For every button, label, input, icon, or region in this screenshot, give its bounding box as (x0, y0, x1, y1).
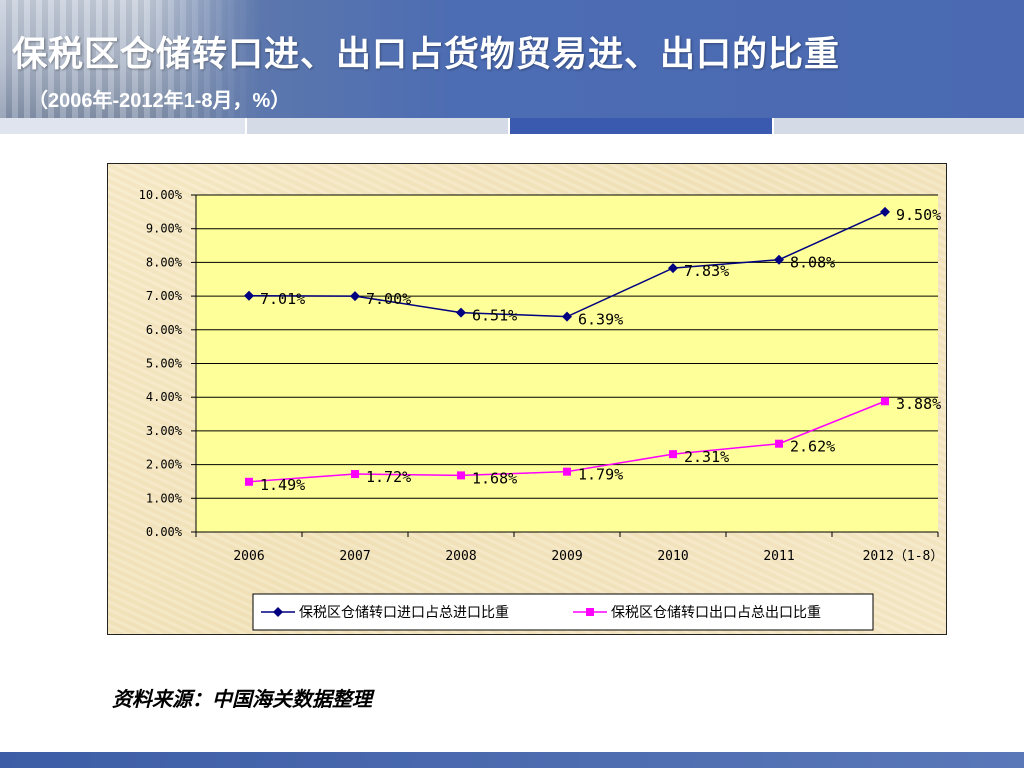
x-tick-label: 2006 (233, 549, 264, 564)
chart-area: 0.00% 1.00% 2.00% 3.00% 4.00% 5.00% 6.00% 7.00%… (107, 163, 947, 635)
data-label: 1.72% (366, 468, 411, 486)
legend-marker-1 (273, 607, 283, 617)
data-label: 1.79% (578, 466, 623, 484)
data-point (244, 290, 254, 301)
y-tick-label: 1.00% (146, 491, 183, 505)
x-tick-label: 2011 (763, 549, 794, 564)
data-label: 7.01% (260, 290, 305, 308)
data-point (774, 254, 784, 265)
slide-title: 保税区仓储转口进、出口占货物贸易进、出口的比重 (12, 35, 841, 75)
y-tick-label: 6.00% (146, 323, 183, 337)
legend-marker-2 (586, 608, 594, 616)
data-label: 2.62% (790, 438, 835, 456)
data-point (350, 291, 360, 302)
header-strip-right (774, 118, 1024, 134)
y-tick-label: 3.00% (146, 424, 183, 438)
data-point (457, 471, 465, 480)
data-label: 8.08% (790, 254, 835, 272)
y-tick-label: 4.00% (146, 390, 183, 404)
data-label: 1.49% (260, 476, 305, 494)
y-tick-label: 5.00% (146, 357, 183, 371)
data-label: 1.68% (472, 469, 517, 487)
y-tick-label: 0.00% (146, 525, 183, 539)
data-source-note: 资料来源：中国海关数据整理 (112, 687, 372, 711)
x-tick-label: 2012（1-8） (863, 549, 944, 564)
data-point (351, 470, 359, 479)
data-point (245, 477, 253, 486)
x-tick-label: 2009 (551, 549, 582, 564)
data-point (562, 311, 572, 322)
data-label: 6.51% (472, 307, 517, 325)
header-strip-mid-left (247, 118, 508, 134)
data-point (669, 450, 677, 459)
data-label: 9.50% (896, 206, 941, 224)
data-label: 6.39% (578, 311, 623, 329)
slide-subtitle: （2006年-2012年1-8月，%） (28, 90, 291, 112)
header-banner: 保税区仓储转口进、出口占货物贸易进、出口的比重 （2006年-2012年1-8月… (0, 0, 1024, 118)
data-point (456, 307, 466, 318)
legend-box (252, 593, 874, 631)
data-point (881, 397, 889, 406)
data-point (880, 206, 890, 217)
legend-label-2: 保税区仓储转口出口占总出口比重 (611, 605, 821, 621)
y-tick-label: 9.00% (146, 222, 183, 236)
header-strip-left (0, 118, 245, 134)
y-tick-label: 7.00% (146, 289, 183, 303)
data-label: 7.83% (684, 262, 729, 280)
y-tick-label: 2.00% (146, 458, 183, 472)
x-tick-label: 2007 (339, 549, 370, 564)
building-photo (0, 0, 260, 118)
legend-label-1: 保税区仓储转口进口占总进口比重 (299, 605, 509, 621)
y-tick-label: 8.00% (146, 255, 183, 269)
data-point (668, 263, 678, 274)
footer-bar (0, 752, 1024, 768)
data-label: 7.00% (366, 290, 411, 308)
y-tick-label: 10.00% (139, 188, 183, 202)
x-tick-label: 2010 (657, 549, 688, 564)
x-tick-label: 2008 (445, 549, 476, 564)
line-chart: 0.00% 1.00% 2.00% 3.00% 4.00% 5.00% 6.00% 7.00%… (139, 188, 944, 631)
data-label: 2.31% (684, 448, 729, 466)
header-strip-mid-right (510, 118, 772, 134)
data-label: 3.88% (896, 395, 941, 413)
data-point (563, 467, 571, 476)
data-point (775, 439, 783, 448)
